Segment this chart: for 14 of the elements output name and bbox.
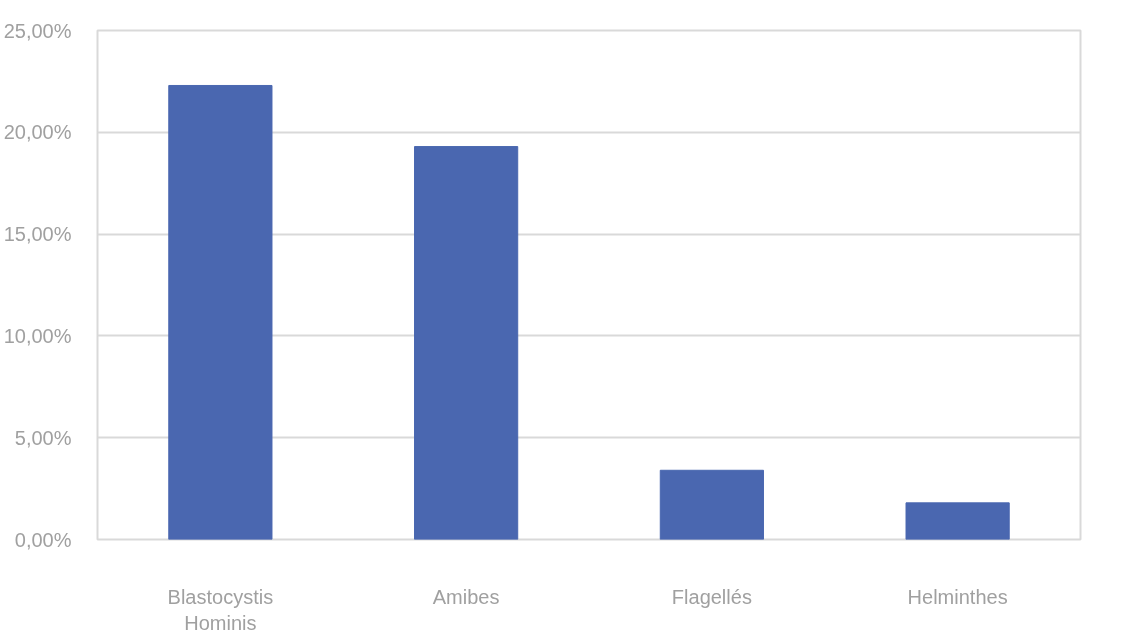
x-tick-label: Amibes [432, 585, 500, 608]
bar [905, 502, 1010, 540]
y-tick-label: 25,00% [3, 19, 72, 42]
y-tick-label: 10,00% [3, 324, 72, 347]
y-tick-label: 15,00% [3, 223, 72, 246]
y-tick-label: 0,00% [14, 528, 72, 551]
bar [414, 146, 519, 540]
x-tick-label: Helminthes [907, 585, 1008, 608]
y-tick-label: 5,00% [14, 426, 72, 449]
x-tick-label: Blastocystis Hominis [167, 585, 274, 634]
bar [659, 469, 764, 540]
y-tick-label: 20,00% [3, 121, 72, 144]
bar [168, 84, 273, 540]
x-tick-label: Flagellés [671, 585, 752, 608]
